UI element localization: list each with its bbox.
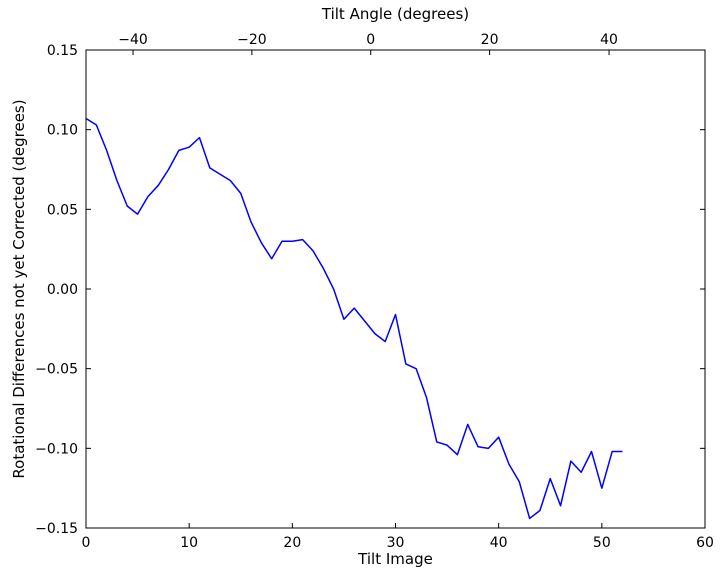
x-axis-tick-label: 10 [180,535,198,551]
top-axis-title: Tilt Angle (degrees) [321,5,470,23]
x-axis-tick-label: 0 [82,535,91,551]
y-axis-tick-label: 0.00 [47,282,78,298]
y-axis-tick-label: −0.15 [35,521,78,537]
top-axis-tick-label: −40 [118,32,148,48]
x-axis-tick-label: 30 [387,535,405,551]
top-axis-tick-label: 0 [366,32,375,48]
y-axis-tick-label: −0.05 [35,362,78,378]
x-axis-tick-label: 50 [593,535,611,551]
x-axis-tick-label: 60 [696,535,714,551]
top-axis-tick-label: −20 [237,32,267,48]
axes-frame [85,49,706,529]
x-axis-tick-label: 40 [490,535,508,551]
y-axis-tick-label: 0.05 [47,202,78,218]
y-axis-tick-label: −0.10 [35,441,78,457]
y-axis-tick-label: 0.15 [47,43,78,59]
y-axis-title: Rotational Differences not yet Corrected… [10,99,28,479]
x-axis-title: Tilt Image [358,550,433,568]
top-axis-tick-label: 40 [600,32,618,48]
top-axis-tick-label: 20 [481,32,499,48]
y-axis-tick-label: 0.10 [47,123,78,139]
data-line [85,117,623,520]
x-axis-tick-label: 20 [283,535,301,551]
